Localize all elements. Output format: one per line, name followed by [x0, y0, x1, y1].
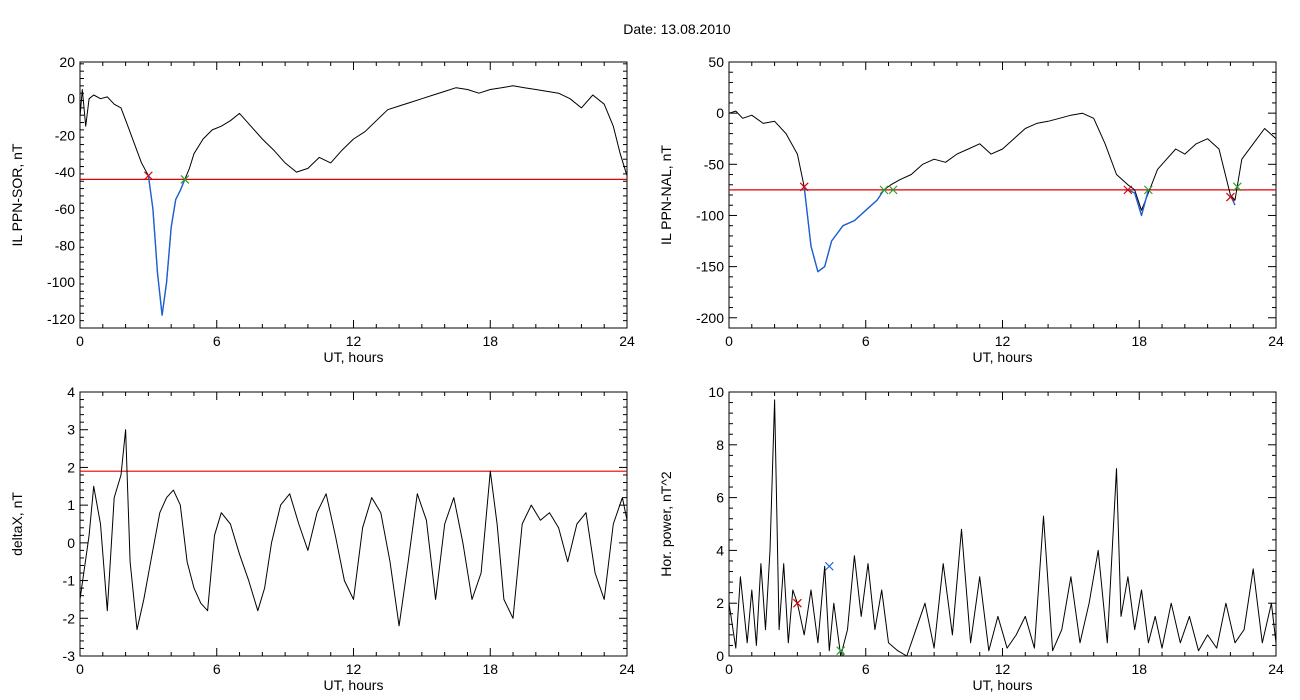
- y-tick-label: 8: [716, 437, 724, 453]
- y-axis-label: deltaX, nT: [9, 492, 25, 556]
- x-tick-label: 0: [76, 661, 84, 677]
- y-tick-label: 0: [67, 91, 75, 107]
- y-tick-label: 1: [67, 497, 75, 513]
- y-tick-label: -3: [63, 648, 76, 664]
- y-tick-label: -2: [63, 610, 76, 626]
- x-tick-label: 18: [482, 661, 498, 677]
- x-tick-label: 6: [862, 661, 870, 677]
- x-axis-label: UT, hours: [973, 677, 1033, 693]
- y-axis-label: IL PPN-SOR, nT: [9, 143, 25, 246]
- x-axis-label: UT, hours: [324, 349, 384, 365]
- panel-il-ppn-sor: 0 6 12 18 24 20 0 -20 -40 -60 -80 -100 -120 UT, hours…: [9, 54, 635, 365]
- y-tick-label: -40: [55, 164, 75, 180]
- y-tick-label: -150: [696, 259, 724, 275]
- y-tick-label: -1: [63, 573, 76, 589]
- x-tick-label: 6: [213, 333, 221, 349]
- x-tick-label: 12: [995, 661, 1011, 677]
- y-tick-label: -100: [47, 274, 75, 290]
- x-axis-label: UT, hours: [324, 677, 384, 693]
- event-marker: [836, 646, 846, 656]
- y-tick-label: 2: [67, 459, 75, 475]
- y-tick-label: 6: [716, 490, 724, 506]
- x-tick-label: 0: [725, 333, 733, 349]
- series-line: [728, 399, 1277, 657]
- panel-deltax: 0 6 12 18 24 4 3 2 1 0 -1 -2 -3 UT, hours deltaX, nT: [9, 384, 635, 693]
- series-line: [79, 85, 628, 316]
- event-marker: [792, 598, 802, 608]
- event-marker: [879, 185, 889, 195]
- event-marker: [1123, 185, 1133, 195]
- y-tick-label: -50: [704, 156, 724, 172]
- event-marker: [143, 171, 153, 181]
- plot-frame: [79, 391, 628, 657]
- y-tick-label: 0: [716, 648, 724, 664]
- x-tick-label: 12: [346, 333, 362, 349]
- event-marker: [180, 174, 190, 184]
- y-tick-label: 3: [67, 422, 75, 438]
- x-tick-label: 18: [1131, 333, 1147, 349]
- y-axis-label: Hor. power, nT^2: [658, 471, 674, 577]
- x-tick-label: 0: [76, 333, 84, 349]
- x-tick-label: 6: [862, 333, 870, 349]
- x-axis-label: UT, hours: [973, 349, 1033, 365]
- highlight-segment: [1127, 189, 1150, 217]
- y-tick-label: 0: [67, 535, 75, 551]
- y-tick-label: 50: [708, 54, 724, 70]
- series-line: [79, 429, 628, 631]
- y-tick-label: 4: [67, 384, 75, 400]
- y-tick-label: -60: [55, 201, 75, 217]
- event-marker: [824, 561, 834, 571]
- x-tick-label: 12: [995, 333, 1011, 349]
- x-tick-label: 24: [1268, 661, 1284, 677]
- y-tick-label: -80: [55, 237, 75, 253]
- y-tick-label: -100: [696, 207, 724, 223]
- y-tick-label: -120: [47, 311, 75, 327]
- plot-frame: [79, 61, 628, 329]
- x-tick-label: 12: [346, 661, 362, 677]
- event-marker: [1232, 182, 1242, 192]
- x-tick-label: 18: [1131, 661, 1147, 677]
- x-tick-label: 18: [482, 333, 498, 349]
- event-marker: [888, 185, 898, 195]
- highlight-segment: [803, 186, 885, 273]
- y-axis-label: IL PPN-NAL, nT: [658, 145, 674, 245]
- y-tick-label: 4: [716, 542, 724, 558]
- y-tick-label: 10: [708, 384, 724, 400]
- y-tick-label: 2: [716, 595, 724, 611]
- highlight-segment: [147, 175, 186, 316]
- x-tick-label: 24: [619, 661, 635, 677]
- plot-frame: [728, 391, 1277, 657]
- panel-il-ppn-nal: 0 6 12 18 24 50 0 -50 -100 -150 -200 UT, hours IL PP…: [658, 54, 1284, 365]
- event-marker: [1225, 192, 1235, 202]
- figure-title: Date: 13.08.2010: [623, 21, 731, 37]
- event-marker: [799, 182, 809, 192]
- y-tick-label: -20: [55, 127, 75, 143]
- y-tick-label: 20: [59, 54, 75, 70]
- plot-frame: [728, 61, 1277, 329]
- y-tick-label: -200: [696, 310, 724, 326]
- y-tick-label: 0: [716, 105, 724, 121]
- x-tick-label: 0: [725, 661, 733, 677]
- event-marker: [1143, 185, 1153, 195]
- x-tick-label: 24: [619, 333, 635, 349]
- x-tick-label: 24: [1268, 333, 1284, 349]
- x-tick-label: 6: [213, 661, 221, 677]
